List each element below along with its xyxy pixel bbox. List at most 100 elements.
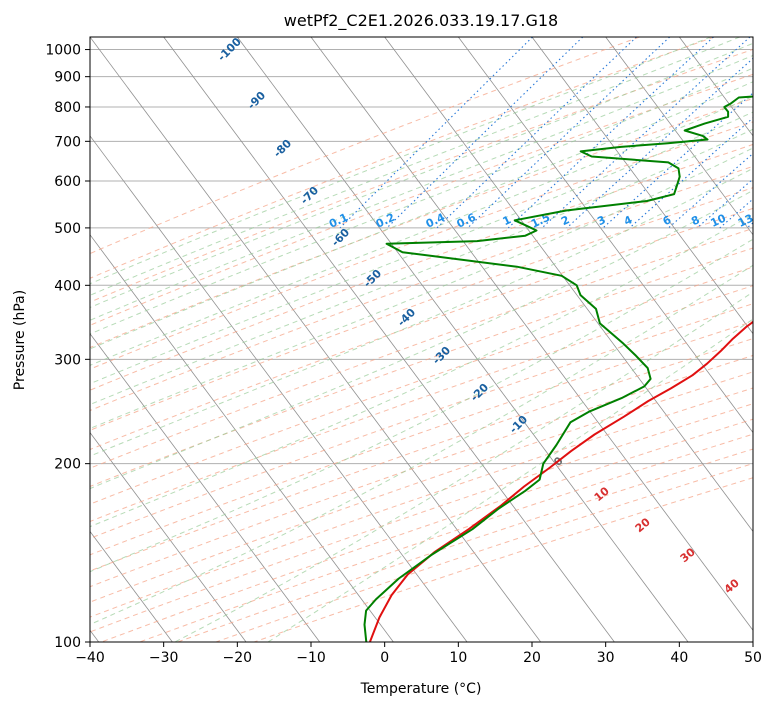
x-tick-label: −30 <box>149 650 179 666</box>
x-tick-label: 40 <box>670 650 688 666</box>
moist-adiabat-line <box>0 37 711 642</box>
moist-adiabat-line <box>0 37 775 642</box>
moist-adiabat-line <box>0 37 775 642</box>
x-axis-label: Temperature (°C) <box>360 681 482 697</box>
x-tick-label: −20 <box>223 650 253 666</box>
temperature-profile-line <box>370 91 775 642</box>
isotherm-line <box>532 37 775 642</box>
mixing-ratio-label: 10 <box>709 211 729 229</box>
dry-adiabat-label: -20 <box>468 381 491 404</box>
moist-adiabat-line <box>50 37 775 642</box>
dry-adiabat-line <box>0 37 775 642</box>
dry-adiabat-line <box>0 37 640 642</box>
moist-adiabat-line <box>0 37 775 642</box>
moist-adiabat-line <box>0 37 775 642</box>
dry-adiabat-line <box>0 37 775 642</box>
dry-adiabat-label: -30 <box>430 344 453 367</box>
dry-adiabat-line <box>0 37 775 642</box>
mixing-ratio-label: 3 <box>595 213 607 228</box>
mixing-ratio-label: 6 <box>661 213 674 228</box>
x-tick-label: 30 <box>597 650 615 666</box>
dry-adiabat-label: -80 <box>271 137 294 160</box>
isotherm-line <box>753 37 775 642</box>
y-axis-label: Pressure (hPa) <box>12 290 28 390</box>
dry-adiabat-line <box>0 37 775 642</box>
moist-adiabat-label: 20 <box>633 515 653 535</box>
mixing-ratio-line <box>340 37 533 228</box>
x-tick-label: −10 <box>296 650 326 666</box>
y-tick-label: 600 <box>54 174 81 190</box>
chart-title: wetPf2_C2E1.2026.033.19.17.G18 <box>284 11 558 31</box>
dry-adiabat-line <box>0 37 775 642</box>
dewpoint-profile-line <box>365 91 775 642</box>
dry-adiabat-line <box>0 37 775 642</box>
mixing-ratio-label: 1 <box>501 213 513 228</box>
y-tick-label: 200 <box>54 457 81 473</box>
mixing-ratio-line <box>747 37 775 228</box>
dry-adiabat-line <box>0 37 775 642</box>
mixing-ratio-label: 4 <box>622 213 635 228</box>
moist-adiabat-label: 30 <box>678 545 698 565</box>
isotherm-line <box>0 37 246 642</box>
mixing-ratio-line <box>508 37 713 228</box>
isotherm-line <box>237 37 688 642</box>
x-tick-label: 50 <box>744 650 762 666</box>
mixing-ratio-line <box>769 37 775 228</box>
dry-adiabat-line <box>0 37 775 642</box>
dry-adiabat-line <box>254 37 775 642</box>
mixing-ratio-label: 13 <box>736 212 755 230</box>
moist-adiabat-line <box>0 37 740 642</box>
isotherm-line <box>0 37 393 642</box>
isotherm-line <box>90 37 541 642</box>
mixing-ratio-line <box>567 37 775 228</box>
moist-adiabat-label: 40 <box>722 576 742 596</box>
y-tick-label: 100 <box>54 635 81 651</box>
dry-adiabat-line <box>0 37 775 642</box>
dry-adiabat-line <box>63 37 775 642</box>
mixing-ratio-line <box>387 37 583 228</box>
moist-adiabat-label: 10 <box>592 484 612 504</box>
moist-adiabat-line <box>0 37 775 642</box>
mixing-ratio-line <box>437 37 637 228</box>
isotherm-line <box>16 37 467 642</box>
dry-adiabat-label: -90 <box>245 89 268 112</box>
dry-adiabat-line <box>25 37 775 642</box>
dry-adiabat-label: -10 <box>507 413 530 436</box>
y-tick-label: 900 <box>54 70 81 86</box>
moist-adiabat-line <box>0 37 775 642</box>
moist-adiabat-line <box>0 37 775 642</box>
moist-adiabat-line <box>0 37 769 642</box>
isotherm-line <box>458 37 775 642</box>
y-tick-label: 500 <box>54 221 81 237</box>
moist-adiabat-line <box>0 37 775 642</box>
moist-adiabat-line <box>0 37 775 642</box>
y-tick-label: 800 <box>54 100 81 116</box>
dry-adiabat-line <box>0 37 775 642</box>
x-tick-label: 0 <box>380 650 389 666</box>
dry-adiabat-line <box>0 37 775 642</box>
moist-adiabat-line <box>0 37 775 642</box>
dry-adiabat-line <box>0 37 775 642</box>
mixing-ratio-label: 16 <box>758 211 775 229</box>
dry-adiabat-label: -50 <box>361 267 384 290</box>
isotherm-line <box>0 37 320 642</box>
dry-adiabat-line <box>0 37 775 642</box>
isotherm-line <box>164 37 615 642</box>
dry-adiabat-line <box>0 37 775 642</box>
dry-adiabat-line <box>0 37 775 642</box>
plot-frame <box>90 37 753 642</box>
y-tick-label: 300 <box>54 352 81 368</box>
dry-adiabat-label: -70 <box>298 184 321 207</box>
dry-adiabat-line <box>0 37 775 642</box>
mixing-ratio-line <box>468 37 670 228</box>
x-tick-label: 20 <box>523 650 541 666</box>
x-tick-label: −40 <box>75 650 105 666</box>
y-tick-label: 1000 <box>45 43 81 59</box>
y-tick-label: 700 <box>54 134 81 150</box>
x-tick-label: 10 <box>449 650 467 666</box>
y-tick-label: 400 <box>54 278 81 294</box>
moist-adiabat-line <box>0 37 775 642</box>
dry-adiabat-line <box>0 37 775 642</box>
